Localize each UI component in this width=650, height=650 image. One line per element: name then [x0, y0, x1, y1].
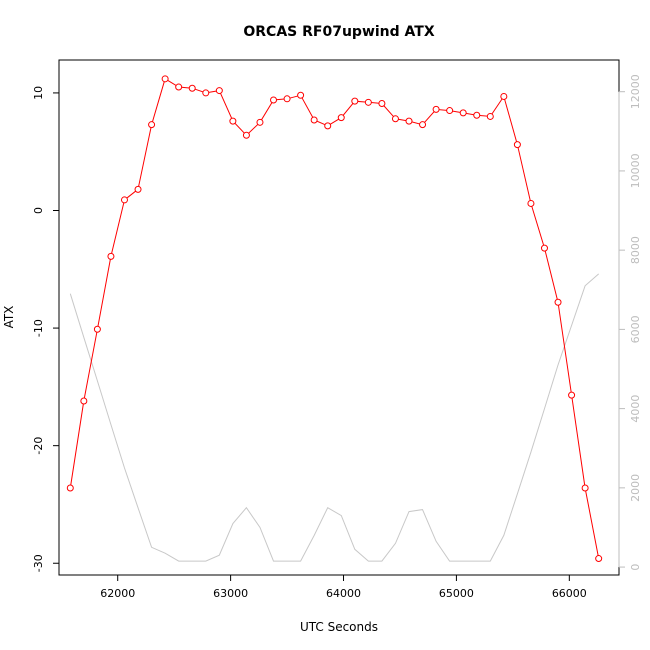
atx-data-point — [581, 484, 589, 492]
atx-data-point — [405, 117, 413, 125]
atx-data-point — [351, 97, 359, 105]
atx-data-point — [134, 185, 142, 193]
x-axis: 62000 63000 64000 65000 66000 — [100, 574, 587, 600]
atx-data-point — [270, 96, 278, 104]
y-tick-label: -10 — [32, 319, 45, 337]
atx-data-point — [188, 84, 196, 92]
atx-data-point — [513, 141, 521, 149]
atx-data-point — [283, 95, 291, 103]
x-tick-label: 64000 — [326, 587, 361, 600]
atx-series-line — [69, 78, 600, 559]
y-tick-label: 10 — [32, 86, 45, 100]
atx-data-point — [540, 244, 548, 252]
atx-data-point — [161, 75, 169, 83]
atx-data-point — [310, 116, 318, 124]
atx-data-point — [500, 92, 508, 100]
atx-data-point — [419, 121, 427, 129]
atx-data-point — [459, 109, 467, 117]
atx-data-point — [80, 397, 88, 405]
atx-data-point — [391, 115, 399, 123]
x-tick-label: 63000 — [213, 587, 248, 600]
atx-data-point — [337, 114, 345, 122]
atx-data-point — [486, 112, 494, 120]
atx-data-point — [107, 252, 115, 260]
series-layer — [66, 75, 603, 563]
atx-data-point — [324, 122, 332, 130]
atx-data-point — [473, 111, 481, 119]
y2-tick-label: 6000 — [629, 315, 642, 343]
x-axis-label: UTC Seconds — [300, 620, 378, 634]
y2-tick-label: 8000 — [629, 236, 642, 264]
atx-data-point — [229, 117, 237, 125]
y2-tick-label: 2000 — [629, 474, 642, 502]
atx-data-point — [554, 298, 562, 306]
atx-data-point — [202, 89, 210, 97]
atx-data-point — [242, 131, 250, 139]
y-tick-label: -20 — [32, 437, 45, 455]
atx-data-point — [215, 87, 223, 95]
altitude-series-line — [69, 273, 600, 562]
x-tick-label: 66000 — [552, 587, 587, 600]
atx-data-point — [378, 100, 386, 108]
atx-data-point — [175, 83, 183, 91]
y2-tick-label: 4000 — [629, 395, 642, 423]
atx-data-point — [432, 105, 440, 113]
atx-data-point — [93, 325, 101, 333]
x-tick-label: 62000 — [100, 587, 135, 600]
y-tick-label: -30 — [32, 554, 45, 572]
atx-data-point — [120, 196, 128, 204]
atx-data-point — [66, 484, 74, 492]
x-tick-label: 65000 — [439, 587, 474, 600]
atx-data-point — [527, 199, 535, 207]
atx-data-point — [595, 555, 603, 563]
y-tick-label: 0 — [32, 207, 45, 214]
plot-frame — [58, 59, 620, 576]
y2-tick-label: 10000 — [629, 153, 642, 188]
atx-data-point — [297, 91, 305, 99]
atx-data-point — [364, 98, 372, 106]
atx-data-point — [148, 121, 156, 129]
y2-tick-label: 12000 — [629, 74, 642, 109]
chart-title: ORCAS RF07upwind ATX — [243, 24, 434, 40]
y-axis-label: ATX — [2, 306, 16, 329]
atx-data-point — [446, 107, 454, 115]
secondary-y-axis: 0 2000 4000 6000 8000 10000 12000 — [618, 74, 642, 571]
y-axis: -30 -20 -10 0 10 — [32, 86, 60, 572]
atx-data-point — [256, 118, 264, 126]
y2-tick-label: 0 — [629, 564, 642, 571]
atx-data-point — [568, 391, 576, 399]
